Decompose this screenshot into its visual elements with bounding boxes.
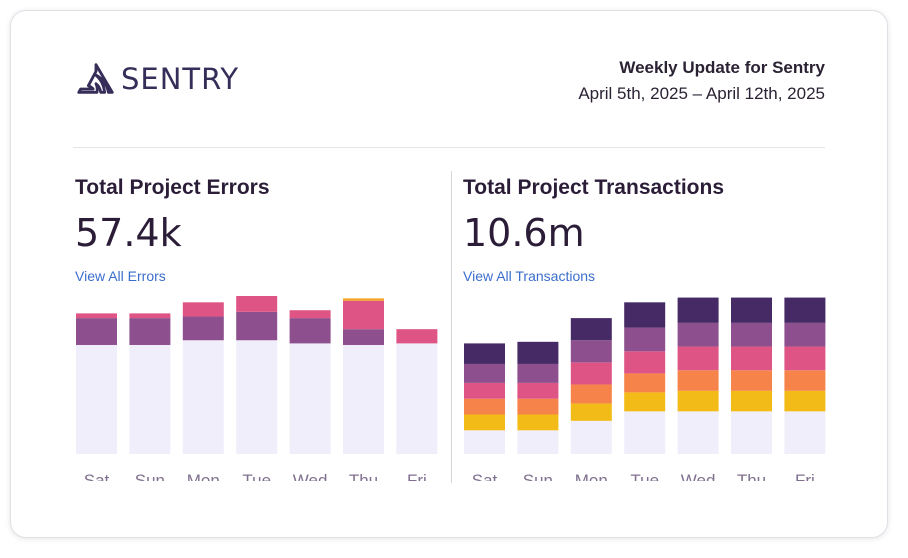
transactions-bar-mon-segment-purple [570,340,612,363]
transactions-bar-sun-segment-dark [517,341,559,364]
transactions-bar-wed-segment-pink [677,346,719,371]
view-all-transactions-link[interactable]: View All Transactions [463,268,596,284]
transactions-bar-sat-segment-purple [464,363,505,383]
transactions-bar-thu-background [731,411,772,454]
errors-xtick-thu: Thu [349,471,378,481]
errors-bar-sun-segment-purple [129,318,171,345]
report-header: Weekly Update for Sentry April 5th, 2025… [578,57,825,105]
panel-divider [451,171,452,483]
errors-bar-fri-segment-pink [396,329,438,344]
transactions-bar-wed-segment-yellow [677,390,719,412]
transactions-bar-tue-background [624,411,666,454]
errors-bar-tue-background [236,340,278,454]
transactions-panel: Total Project Transactions 10.6m View Al… [463,175,843,286]
errors-bar-wed-segment-pink [289,310,331,319]
errors-xtick-tue: Tue [242,471,271,481]
errors-bar-tue-segment-purple [236,311,278,341]
transactions-bar-wed-background [677,411,719,454]
transactions-bar-mon-segment-yellow [570,403,612,421]
brand-name: SENTRY [121,62,240,96]
sentry-logo: SENTRY [75,61,239,97]
transactions-bar-tue-segment-purple [624,327,666,352]
transactions-bar-sun-segment-orange [517,398,559,415]
transactions-bar-sat-segment-dark [464,343,505,364]
transactions-bar-mon-segment-dark [570,318,612,341]
transactions-bar-fri-segment-yellow [784,390,826,412]
errors-bar-fri-background [396,343,438,454]
errors-xtick-fri: Fri [407,471,427,481]
transactions-xtick-sun: Sun [523,471,553,481]
errors-bar-wed-background [289,343,331,454]
errors-title: Total Project Errors [75,176,270,199]
transactions-bar-wed-segment-dark [677,297,719,323]
transactions-bar-fri-segment-purple [784,322,826,347]
transactions-xtick-mon: Mon [575,471,608,481]
transactions-bar-sun-segment-purple [517,363,559,383]
errors-bar-thu-segment-orange [343,298,384,301]
view-all-errors-link[interactable]: View All Errors [75,268,166,284]
transactions-bar-mon-background [570,420,612,454]
transactions-xtick-wed: Wed [681,471,716,481]
errors-bar-thu-segment-purple [343,329,384,345]
transactions-bar-sat-segment-pink [464,382,505,399]
transactions-bar-wed-segment-purple [677,322,719,347]
errors-bar-sat-background [76,344,117,454]
errors-bar-thu-background [343,344,384,454]
errors-bar-sun-segment-pink [129,313,171,319]
errors-bar-thu-segment-pink [343,300,384,330]
transactions-bar-sun-segment-pink [517,382,559,399]
transactions-bar-mon-segment-pink [570,362,612,385]
transactions-xtick-tue: Tue [630,471,659,481]
transactions-title: Total Project Transactions [463,176,725,199]
transactions-xtick-thu: Thu [737,471,766,481]
transactions-bar-sat-segment-yellow [464,414,505,431]
transactions-bar-thu-segment-purple [731,322,772,347]
transactions-bar-wed-segment-orange [677,370,719,391]
transactions-bar-thu-segment-dark [731,297,772,323]
transactions-bar-tue-segment-pink [624,351,666,374]
errors-chart-svg: Sat Sun Mon Tue Wed Thu Fri [76,296,438,481]
errors-xtick-sat: Sat [84,471,110,481]
transactions-bar-thu-segment-orange [731,370,772,391]
errors-xtick-sun: Sun [135,471,165,481]
errors-xtick-wed: Wed [293,471,328,481]
transactions-bar-sun-background [517,430,559,454]
transactions-bar-tue-segment-yellow [624,392,666,412]
weekly-update-card: SENTRY Weekly Update for Sentry April 5t… [10,10,888,538]
transactions-bar-thu-segment-pink [731,346,772,371]
transactions-chart-svg: Sat Sun Mon Tue Wed Thu Fri [464,297,826,481]
transactions-bar-mon-segment-orange [570,384,612,404]
errors-bar-sat-segment-pink [76,313,117,319]
transactions-bar-thu-segment-yellow [731,390,772,412]
transactions-chart: Sat Sun Mon Tue Wed Thu Fri [463,296,835,481]
transactions-bar-fri-segment-orange [784,370,826,391]
errors-bar-sun-background [129,344,171,454]
transactions-bar-sat-background [464,430,505,454]
errors-bar-wed-segment-purple [289,318,331,344]
transactions-bar-fri-segment-pink [784,346,826,371]
report-title: Weekly Update for Sentry [619,58,825,77]
transactions-bar-fri-segment-dark [784,297,826,323]
errors-xtick-mon: Mon [187,471,220,481]
header-divider [73,147,825,148]
transactions-bar-sun-segment-yellow [517,414,559,431]
errors-bar-sat-segment-purple [76,318,117,345]
transactions-bar-sat-segment-orange [464,398,505,415]
errors-panel: Total Project Errors 57.4k View All Erro… [75,175,447,286]
errors-bar-tue-segment-pink [236,296,278,312]
transactions-bar-tue-segment-dark [624,302,666,328]
transactions-xtick-fri: Fri [795,471,815,481]
transactions-xtick-sat: Sat [472,471,498,481]
errors-bar-mon-segment-pink [182,302,224,317]
errors-bar-mon-background [182,340,224,454]
errors-chart: Sat Sun Mon Tue Wed Thu Fri [75,296,445,481]
sentry-logo-icon [77,63,114,94]
report-date-range: April 5th, 2025 – April 12th, 2025 [578,84,825,103]
transactions-bar-tue-segment-orange [624,373,666,393]
errors-total: 57.4k [75,211,182,255]
errors-bar-mon-segment-purple [182,316,224,341]
transactions-total: 10.6m [463,211,585,255]
transactions-bar-fri-background [784,411,826,454]
